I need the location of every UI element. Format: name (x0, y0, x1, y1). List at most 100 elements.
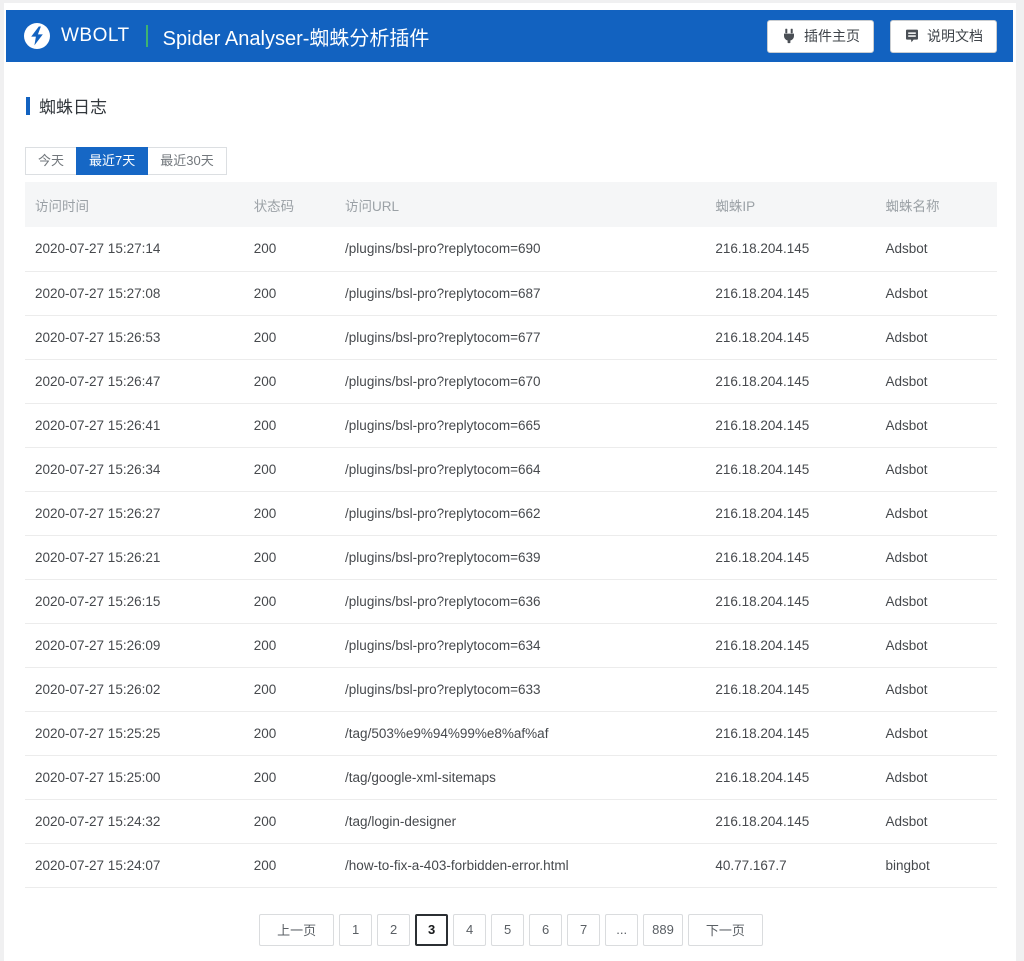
cell-spider-name: Adsbot (875, 403, 997, 448)
section-title: 蜘蛛日志 (39, 98, 107, 117)
plug-icon (784, 28, 794, 44)
table-row: 2020-07-27 15:26:27 200 /plugins/bsl-pro… (25, 491, 997, 536)
cell-status-code: 200 (243, 271, 336, 316)
cell-status-code: 200 (243, 315, 336, 360)
cell-visit-time: 2020-07-27 15:26:15 (25, 579, 244, 624)
pagination-prev-button[interactable]: 上一页 (259, 913, 335, 946)
plugin-home-button[interactable]: 插件主页 (767, 19, 874, 53)
cell-visit-url: /plugins/bsl-pro?replytocom=677 (335, 315, 706, 360)
cell-visit-url: /plugins/bsl-pro?replytocom=636 (335, 579, 706, 624)
cell-status-code: 200 (243, 799, 336, 844)
cell-visit-time: 2020-07-27 15:26:53 (25, 315, 244, 360)
cell-spider-ip: 216.18.204.145 (705, 755, 876, 800)
table-row: 2020-07-27 15:27:08 200 /plugins/bsl-pro… (25, 271, 997, 316)
page-number-button[interactable]: 6 (529, 913, 563, 946)
cell-spider-ip: 216.18.204.145 (705, 359, 876, 404)
table-row: 2020-07-27 15:26:34 200 /plugins/bsl-pro… (25, 447, 997, 492)
cell-spider-name: Adsbot (875, 271, 997, 316)
cell-spider-name: bingbot (875, 843, 997, 888)
column-visit-url: 访问URL (335, 182, 706, 227)
page-number-button[interactable]: 1 (339, 913, 373, 946)
spider-log-table: 访问时间 状态码 访问URL 蜘蛛IP 蜘蛛名称 2020-07-27 15:2… (25, 182, 997, 888)
cell-spider-name: Adsbot (875, 491, 997, 536)
document-icon (906, 29, 918, 43)
table-row: 2020-07-27 15:25:00 200 /tag/google-xml-… (25, 755, 997, 800)
cell-spider-name: Adsbot (875, 711, 997, 756)
cell-spider-name: Adsbot (875, 623, 997, 668)
table-row: 2020-07-27 15:25:25 200 /tag/503%e9%94%9… (25, 711, 997, 756)
table-row: 2020-07-27 15:27:14 200 /plugins/bsl-pro… (25, 227, 997, 272)
cell-spider-ip: 216.18.204.145 (705, 227, 876, 272)
docs-button[interactable]: 说明文档 (890, 19, 997, 53)
section-head: 蜘蛛日志 (25, 93, 997, 118)
cell-spider-ip: 216.18.204.145 (705, 403, 876, 448)
cell-visit-time: 2020-07-27 15:26:47 (25, 359, 244, 404)
cell-visit-url: /tag/503%e9%94%99%e8%af%af (335, 711, 706, 756)
plugin-page: WBOLT Spider Analyser-蜘蛛分析插件 插件主页 说明文档 蜘… (4, 3, 1016, 961)
spider-log-body: 2020-07-27 15:27:14 200 /plugins/bsl-pro… (25, 227, 997, 888)
cell-status-code: 200 (243, 227, 336, 272)
tab-last-30-days[interactable]: 最近30天 (147, 147, 227, 175)
cell-visit-url: /tag/google-xml-sitemaps (335, 755, 706, 800)
cell-visit-url: /plugins/bsl-pro?replytocom=633 (335, 667, 706, 712)
cell-spider-name: Adsbot (875, 315, 997, 360)
cell-visit-time: 2020-07-27 15:26:41 (25, 403, 244, 448)
table-row: 2020-07-27 15:26:09 200 /plugins/bsl-pro… (25, 623, 997, 668)
page-number-button[interactable]: 4 (453, 913, 487, 946)
cell-status-code: 200 (243, 535, 336, 580)
column-spider-ip: 蜘蛛IP (705, 182, 876, 227)
tab-today[interactable]: 今天 (25, 147, 78, 175)
cell-status-code: 200 (243, 711, 336, 756)
cell-spider-ip: 216.18.204.145 (705, 667, 876, 712)
column-spider-name: 蜘蛛名称 (875, 182, 997, 227)
page-number-button[interactable]: 3 (415, 913, 449, 946)
cell-visit-time: 2020-07-27 15:25:00 (25, 755, 244, 800)
tab-last-7-days[interactable]: 最近7天 (76, 147, 149, 175)
cell-spider-ip: 216.18.204.145 (705, 535, 876, 580)
content-area: 蜘蛛日志 今天 最近7天 最近30天 访问时间 状态码 访问URL 蜘蛛IP 蜘… (4, 93, 1016, 946)
cell-visit-time: 2020-07-27 15:26:34 (25, 447, 244, 492)
cell-visit-url: /plugins/bsl-pro?replytocom=662 (335, 491, 706, 536)
cell-spider-ip: 216.18.204.145 (705, 711, 876, 756)
cell-spider-name: Adsbot (875, 535, 997, 580)
table-header: 访问时间 状态码 访问URL 蜘蛛IP 蜘蛛名称 (25, 182, 997, 227)
cell-visit-time: 2020-07-27 15:26:27 (25, 491, 244, 536)
cell-status-code: 200 (243, 359, 336, 404)
page-number-button[interactable]: 889 (643, 913, 683, 946)
table-row: 2020-07-27 15:26:02 200 /plugins/bsl-pro… (25, 667, 997, 712)
cell-visit-url: /tag/login-designer (335, 799, 706, 844)
cell-spider-ip: 40.77.167.7 (705, 843, 876, 888)
cell-spider-name: Adsbot (875, 799, 997, 844)
page-number-button[interactable]: 5 (491, 913, 525, 946)
pagination-next-button[interactable]: 下一页 (687, 913, 763, 946)
cell-visit-time: 2020-07-27 15:27:14 (25, 227, 244, 272)
cell-status-code: 200 (243, 491, 336, 536)
cell-visit-time: 2020-07-27 15:26:21 (25, 535, 244, 580)
cell-visit-url: /how-to-fix-a-403-forbidden-error.html (335, 843, 706, 888)
cell-spider-ip: 216.18.204.145 (705, 315, 876, 360)
cell-spider-ip: 216.18.204.145 (705, 799, 876, 844)
cell-spider-ip: 216.18.204.145 (705, 491, 876, 536)
cell-visit-url: /plugins/bsl-pro?replytocom=639 (335, 535, 706, 580)
column-status-code: 状态码 (243, 182, 336, 227)
cell-spider-name: Adsbot (875, 579, 997, 624)
cell-visit-url: /plugins/bsl-pro?replytocom=670 (335, 359, 706, 404)
page-number-button[interactable]: 2 (377, 913, 411, 946)
cell-spider-name: Adsbot (875, 755, 997, 800)
cell-spider-name: Adsbot (875, 227, 997, 272)
cell-spider-ip: 216.18.204.145 (705, 579, 876, 624)
cell-status-code: 200 (243, 447, 336, 492)
cell-status-code: 200 (243, 843, 336, 888)
page-number-button[interactable]: 7 (567, 913, 601, 946)
docs-label: 说明文档 (927, 28, 983, 44)
table-row: 2020-07-27 15:26:41 200 /plugins/bsl-pro… (25, 403, 997, 448)
cell-visit-url: /plugins/bsl-pro?replytocom=634 (335, 623, 706, 668)
table-row: 2020-07-27 15:24:07 200 /how-to-fix-a-40… (25, 843, 997, 888)
cell-visit-url: /plugins/bsl-pro?replytocom=687 (335, 271, 706, 316)
table-row: 2020-07-27 15:24:32 200 /tag/login-desig… (25, 799, 997, 844)
plugin-home-label: 插件主页 (804, 28, 860, 44)
cell-visit-url: /plugins/bsl-pro?replytocom=665 (335, 403, 706, 448)
cell-spider-name: Adsbot (875, 667, 997, 712)
cell-status-code: 200 (243, 755, 336, 800)
cell-visit-time: 2020-07-27 15:24:07 (25, 843, 244, 888)
